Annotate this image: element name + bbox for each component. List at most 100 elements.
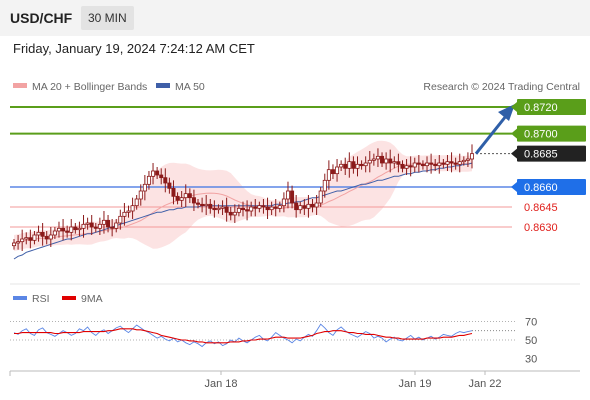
- candle-body: [396, 161, 401, 165]
- candle-body: [196, 202, 201, 205]
- candle: [48, 227, 53, 247]
- candle-body: [433, 163, 438, 167]
- candle-body: [204, 203, 209, 207]
- candle-body: [191, 197, 196, 204]
- candle: [404, 159, 409, 175]
- candle-body: [20, 238, 25, 243]
- candle: [249, 201, 254, 217]
- candle-body: [236, 207, 241, 213]
- forecast-arrow-head: [498, 104, 515, 121]
- candle-body: [212, 207, 217, 211]
- symbol-title: USD/CHF: [10, 10, 73, 26]
- rsi-tick-label: 50: [525, 335, 537, 347]
- candle-body: [343, 163, 348, 169]
- level-pointer-0.8660: [511, 182, 517, 192]
- candle: [367, 151, 372, 173]
- candle: [469, 144, 474, 169]
- candle: [175, 192, 180, 205]
- candle: [151, 163, 156, 185]
- candle-body: [126, 210, 131, 213]
- candle: [298, 201, 303, 214]
- candle: [375, 148, 380, 167]
- candle-body: [130, 205, 135, 212]
- candle: [232, 204, 237, 223]
- candle: [44, 231, 49, 245]
- candle: [155, 167, 160, 179]
- candle-body: [371, 158, 376, 161]
- candle-body: [441, 162, 446, 165]
- candle: [216, 204, 221, 214]
- candle-body: [167, 182, 172, 189]
- candle: [290, 185, 295, 209]
- time-tick-label: Jan 18: [204, 378, 237, 390]
- candle: [396, 153, 401, 173]
- candle-body: [175, 195, 180, 201]
- level-labels: 0.8720 0.8700 0.8685 0.8660 0.8645 0.8630: [511, 99, 586, 234]
- candle: [433, 159, 438, 171]
- candle: [400, 160, 405, 173]
- candle-body: [306, 203, 311, 209]
- candle-body: [339, 163, 344, 168]
- candle-body: [240, 207, 245, 211]
- candle-body: [269, 206, 274, 211]
- candle-body: [216, 207, 221, 211]
- forecast-arrow: [474, 115, 508, 155]
- level-pointer-0.8685: [511, 148, 517, 159]
- candle: [461, 156, 466, 166]
- candle-body: [347, 161, 352, 169]
- level-label-0.8720: 0.8720: [524, 102, 558, 114]
- candle: [187, 188, 192, 203]
- candle-body: [380, 155, 385, 164]
- candle-body: [425, 162, 430, 167]
- candle: [388, 149, 393, 173]
- candle-body: [187, 193, 192, 199]
- candle: [416, 155, 421, 173]
- time-tick-label: Jan 19: [398, 378, 431, 390]
- candle: [61, 219, 66, 241]
- candle: [359, 160, 364, 170]
- candle: [56, 221, 61, 238]
- candle-body: [232, 211, 237, 216]
- candle: [196, 199, 201, 209]
- candle: [171, 180, 176, 205]
- rsi-panel: 70 50 30: [10, 316, 537, 366]
- candle: [191, 189, 196, 211]
- candle-body: [318, 190, 323, 204]
- candle: [163, 168, 168, 193]
- candle-body: [183, 193, 188, 199]
- candle: [425, 156, 430, 173]
- candle-body: [302, 205, 307, 209]
- candle: [273, 199, 278, 217]
- candle-body: [314, 202, 319, 208]
- candle-body: [110, 226, 115, 229]
- candle: [167, 177, 172, 194]
- candle: [294, 195, 299, 218]
- candle: [40, 223, 45, 246]
- candle-body: [420, 163, 425, 167]
- candle-body: [273, 206, 278, 209]
- candle-body: [363, 162, 368, 167]
- candle-body: [159, 174, 164, 179]
- candle-body: [249, 206, 254, 212]
- candle: [122, 203, 127, 226]
- candle: [208, 199, 213, 214]
- candle: [351, 156, 356, 174]
- candle-body: [277, 205, 282, 209]
- candle-body: [412, 162, 417, 168]
- candle-body: [179, 197, 184, 201]
- candle: [32, 231, 37, 245]
- candle-body: [265, 206, 270, 211]
- time-tick-label: Jan 22: [468, 378, 501, 390]
- candle: [52, 227, 57, 239]
- candle: [384, 152, 389, 170]
- candle-body: [453, 162, 458, 165]
- candle-body: [28, 237, 33, 241]
- candle: [101, 211, 106, 234]
- rsi-legend-swatch: [13, 296, 27, 300]
- candle: [265, 197, 270, 219]
- timeframe-badge[interactable]: 30 MIN: [81, 6, 134, 30]
- candle: [285, 181, 290, 209]
- candle-body: [48, 234, 53, 240]
- candle: [322, 173, 327, 198]
- candle: [408, 156, 413, 177]
